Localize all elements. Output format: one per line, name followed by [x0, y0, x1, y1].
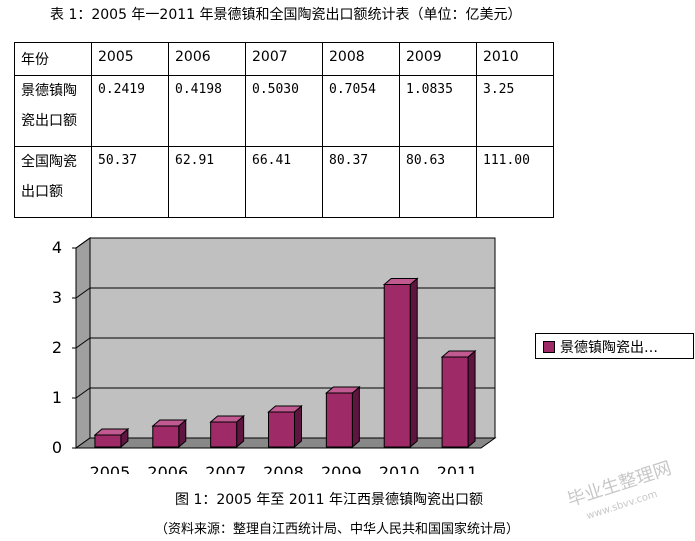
gridline-side [75, 237, 91, 249]
chart-bar [151, 418, 188, 449]
table-cell: 111.00 [476, 146, 554, 218]
header-cell: 2009 [399, 42, 477, 76]
bar-front [325, 392, 353, 448]
row-label-line: 全国陶瓷 [21, 154, 77, 170]
bar-side [294, 404, 302, 449]
chart-bar [209, 414, 245, 449]
table-cell: 1.0835 [399, 75, 477, 147]
header-cell: 2007 [245, 42, 323, 76]
bar-side [351, 385, 360, 449]
table-cell: 0.5030 [245, 75, 323, 147]
bar-front [268, 411, 295, 448]
bar-front [94, 434, 122, 448]
bar-front [210, 421, 238, 448]
export-table: 年份 2005 2006 2007 2008 2009 2010 景德镇陶 瓷出… [14, 42, 554, 218]
y-tick-label: 4 [52, 238, 62, 257]
table-cell: 80.63 [399, 146, 477, 218]
chart-bar [93, 427, 130, 449]
y-tick-label: 3 [52, 288, 62, 307]
table-row: 全国陶瓷 出口额 50.37 62.91 66.41 80.37 80.63 1… [14, 146, 554, 218]
bar-side [467, 349, 476, 449]
x-tick-label: 2009 [321, 463, 362, 474]
table-title: 表 1：2005 年一2011 年景德镇和全国陶瓷出口额统计表（单位：亿美元） [50, 7, 522, 23]
y-tick-label: 2 [52, 338, 62, 357]
chart-bar [267, 404, 303, 449]
header-cell: 2006 [168, 42, 246, 76]
chart-bar [325, 385, 361, 449]
row-label: 全国陶瓷 出口额 [14, 146, 92, 218]
row-label-line: 出口额 [21, 184, 63, 200]
header-cell: 2010 [476, 42, 554, 76]
table-cell: 50.37 [91, 146, 169, 218]
y-tick-label: 1 [52, 388, 62, 407]
x-tick-label: 2011 [437, 463, 478, 474]
table-cell: 0.7054 [322, 75, 400, 147]
source-note: （资料来源：整理自江西统计局、中华人民共和国国家统计局） [155, 522, 520, 537]
gridline-side [75, 287, 91, 299]
gridline-side [75, 337, 91, 349]
header-cell: 年份 [14, 42, 92, 76]
x-tick-label: 2008 [263, 463, 304, 474]
table-cell: 66.41 [245, 146, 323, 218]
bar-front [441, 356, 469, 448]
table-cell: 0.4198 [168, 75, 246, 147]
bar-front [152, 425, 180, 448]
gridline-side [75, 387, 91, 399]
x-tick-label: 2007 [205, 463, 246, 474]
table-row: 景德镇陶 瓷出口额 0.2419 0.4198 0.5030 0.7054 1.… [14, 75, 554, 147]
chart-bar [382, 277, 419, 449]
table-cell: 3.25 [476, 75, 554, 147]
row-label: 景德镇陶 瓷出口额 [14, 75, 92, 147]
y-tick-label: 0 [52, 438, 62, 457]
row-label-line: 景德镇陶 [21, 83, 77, 99]
table-header-row: 年份 2005 2006 2007 2008 2009 2010 [14, 42, 554, 76]
figure-caption: 图 1：2005 年至 2011 年江西景德镇陶瓷出口额 [175, 492, 483, 508]
row-label-line: 瓷出口额 [21, 113, 77, 129]
bar-front [383, 284, 411, 448]
header-cell: 2005 [91, 42, 169, 76]
header-cell: 2008 [322, 42, 400, 76]
chart-bar [440, 349, 477, 449]
chart-legend: 景德镇陶瓷出… [535, 333, 694, 359]
legend-label: 景德镇陶瓷出… [560, 340, 658, 356]
table-cell: 0.2419 [91, 75, 169, 147]
export-bar-chart: 0 1 2 3 4 2005 2006 2007 2008 2009 2010 2011 [52, 237, 497, 474]
table-cell: 80.37 [322, 146, 400, 218]
legend-swatch [543, 341, 555, 353]
table-cell: 62.91 [168, 146, 246, 218]
x-tick-label: 2005 [90, 463, 131, 474]
bar-side [409, 277, 418, 449]
x-tick-label: 2006 [147, 463, 188, 474]
x-tick-label: 2010 [379, 463, 420, 474]
